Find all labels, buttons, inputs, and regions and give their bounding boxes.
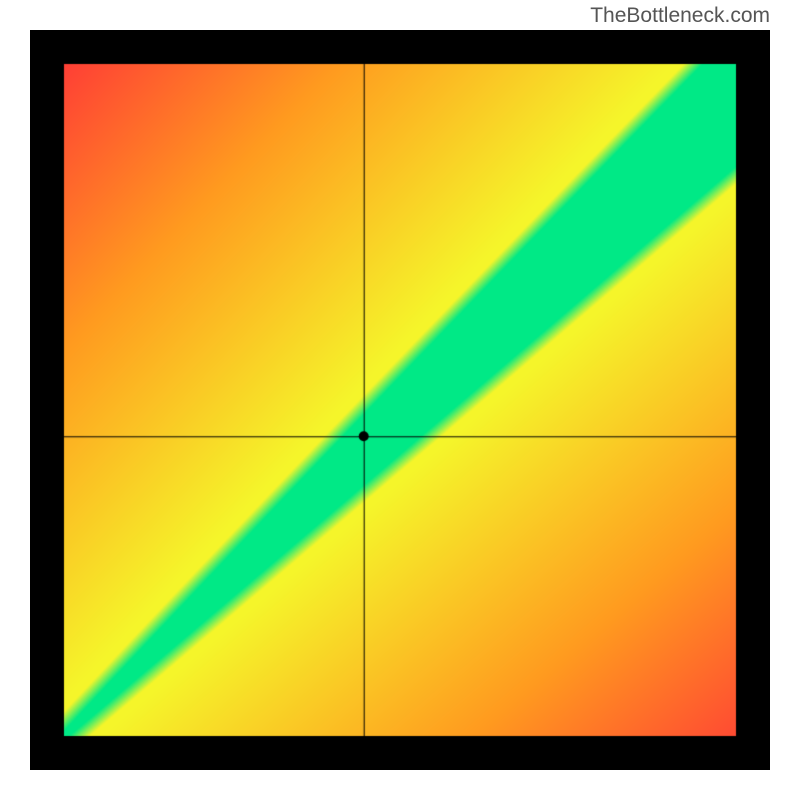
heatmap-canvas bbox=[30, 30, 770, 770]
plot-frame bbox=[30, 30, 770, 770]
watermark-text: TheBottleneck.com bbox=[590, 4, 770, 28]
chart-container: TheBottleneck.com bbox=[0, 0, 800, 800]
